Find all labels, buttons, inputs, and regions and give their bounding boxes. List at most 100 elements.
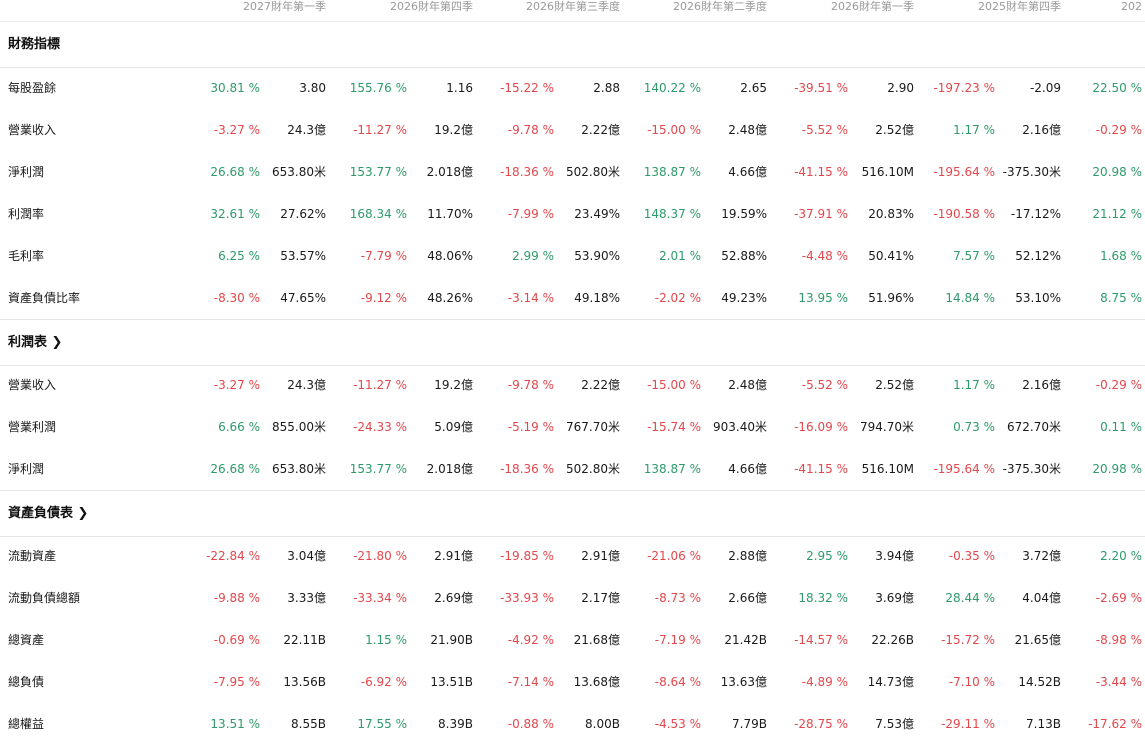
table-row: 每股盈餘 30.81 % 3.80 155.76 % 1.16 -15.22 % 2.88 1…	[0, 67, 1145, 109]
change-percent: -9.88 %	[213, 591, 260, 605]
change-percent: -33.93 %	[500, 591, 554, 605]
metric-value: 13.56B	[283, 675, 326, 689]
metric-value: 2.52億	[875, 378, 914, 392]
metric-value: 49.18%	[574, 291, 620, 305]
change-percent: -4.53 %	[654, 717, 701, 731]
metric-value: 3.80	[299, 81, 326, 95]
change-percent: -21.80 %	[353, 549, 407, 563]
change-percent: -33.34 %	[353, 591, 407, 605]
metric-value: 22.26B	[871, 633, 914, 647]
row-label: 總權益	[8, 717, 45, 731]
metric-value: 7.53億	[875, 717, 914, 731]
change-percent: 2.99 %	[512, 249, 554, 263]
change-percent: -5.52 %	[801, 123, 848, 137]
table-row: 資產負債比率 -8.30 % 47.65% -9.12 % 48.26% -3.14 % 4…	[0, 277, 1145, 319]
metric-value: 3.04億	[287, 549, 326, 563]
row-label: 總資產	[8, 633, 45, 647]
change-percent: 148.37 %	[643, 207, 701, 221]
period-header-3: 2026財年第二季度	[673, 0, 767, 13]
change-percent: -24.33 %	[353, 420, 407, 434]
metric-value: 2.22億	[581, 378, 620, 392]
change-percent: 2.20 %	[1100, 549, 1142, 563]
metric-value: 3.72億	[1022, 549, 1061, 563]
table-row: 毛利率 6.25 % 53.57% -7.79 % 48.06% 2.99 % 53.90%…	[0, 235, 1145, 277]
table-row: 利潤率 32.61 % 27.62% 168.34 % 11.70% -7.99 % 23.…	[0, 193, 1145, 235]
metric-value: 24.3億	[287, 123, 326, 137]
change-percent: -0.29 %	[1095, 123, 1142, 137]
change-percent: -7.95 %	[213, 675, 260, 689]
change-percent: 0.73 %	[953, 420, 995, 434]
change-percent: -7.79 %	[360, 249, 407, 263]
row-label: 流動資產	[8, 549, 57, 563]
metric-value: 24.3億	[287, 378, 326, 392]
metric-value: 653.80米	[272, 462, 326, 476]
change-percent: 2.01 %	[659, 249, 701, 263]
change-percent: -11.27 %	[353, 123, 407, 137]
metric-value: 14.73億	[867, 675, 914, 689]
metric-value: 13.63億	[720, 675, 767, 689]
change-percent: 20.98 %	[1092, 165, 1142, 179]
metric-value: 19.2億	[434, 123, 473, 137]
change-percent: 28.44 %	[945, 591, 995, 605]
metric-value: 8.00B	[585, 717, 620, 731]
change-percent: -37.91 %	[794, 207, 848, 221]
section-title[interactable]: 利潤表 ❯	[8, 335, 63, 350]
table-row: 營業收入 -3.27 % 24.3億 -11.27 % 19.2億 -9.78 % 2.22…	[0, 364, 1145, 406]
metric-value: 8.39B	[438, 717, 473, 731]
change-percent: 26.68 %	[210, 462, 260, 476]
change-percent: -21.06 %	[647, 549, 701, 563]
metric-value: 53.90%	[574, 249, 620, 263]
metric-value: 7.13B	[1026, 717, 1061, 731]
change-percent: -2.02 %	[654, 291, 701, 305]
table-row: 總權益 13.51 % 8.55B 17.55 % 8.39B -0.88 % 8.00B -…	[0, 703, 1145, 741]
change-percent: -3.14 %	[507, 291, 554, 305]
change-percent: 1.17 %	[953, 123, 995, 137]
row-label: 淨利潤	[8, 462, 45, 476]
period-header-0: 2027財年第一季	[243, 0, 326, 13]
metric-value: 2.48億	[728, 123, 767, 137]
change-percent: -5.52 %	[801, 378, 848, 392]
section-header-2[interactable]: 資產負債表 ❯	[0, 490, 1145, 537]
metric-value: 2.018億	[426, 462, 473, 476]
period-header-1: 2026財年第四季	[390, 0, 473, 13]
metric-value: 50.41%	[868, 249, 914, 263]
metric-value: 2.16億	[1022, 378, 1061, 392]
change-percent: -14.57 %	[794, 633, 848, 647]
change-percent: 1.17 %	[953, 378, 995, 392]
metric-value: 49.23%	[721, 291, 767, 305]
metric-value: 502.80米	[566, 165, 620, 179]
row-label: 營業收入	[8, 123, 57, 137]
change-percent: -0.29 %	[1095, 378, 1142, 392]
metric-value: 21.65億	[1014, 633, 1061, 647]
change-percent: -29.11 %	[941, 717, 995, 731]
table-row: 流動資產 -22.84 % 3.04億 -21.80 % 2.91億 -19.85 % 2.…	[0, 535, 1145, 577]
change-percent: -5.19 %	[507, 420, 554, 434]
table-row: 淨利潤 26.68 % 653.80米 153.77 % 2.018億 -18.36 % 5…	[0, 448, 1145, 490]
change-percent: 7.57 %	[953, 249, 995, 263]
period-header-2: 2026財年第三季度	[526, 0, 620, 13]
change-percent: -9.12 %	[360, 291, 407, 305]
metric-value: 1.16	[446, 81, 473, 95]
change-percent: -15.00 %	[647, 378, 701, 392]
metric-value: 53.57%	[280, 249, 326, 263]
section-title[interactable]: 資產負債表 ❯	[8, 506, 89, 521]
change-percent: -195.64 %	[933, 462, 995, 476]
metric-value: 51.96%	[868, 291, 914, 305]
change-percent: 8.75 %	[1100, 291, 1142, 305]
change-percent: 17.55 %	[357, 717, 407, 731]
change-percent: -7.19 %	[654, 633, 701, 647]
change-percent: -3.44 %	[1095, 675, 1142, 689]
change-percent: 0.11 %	[1100, 420, 1142, 434]
change-percent: 6.25 %	[218, 249, 260, 263]
metric-value: -2.09	[1029, 81, 1061, 95]
metric-value: 4.66億	[728, 165, 767, 179]
metric-value: 20.83%	[868, 207, 914, 221]
metric-value: 2.17億	[581, 591, 620, 605]
metric-value: 48.26%	[427, 291, 473, 305]
metric-value: 502.80米	[566, 462, 620, 476]
metric-value: 794.70米	[860, 420, 914, 434]
period-header-5: 2025財年第四季	[978, 0, 1061, 13]
change-percent: -195.64 %	[933, 165, 995, 179]
section-header-1[interactable]: 利潤表 ❯	[0, 319, 1145, 366]
change-percent: -15.22 %	[500, 81, 554, 95]
